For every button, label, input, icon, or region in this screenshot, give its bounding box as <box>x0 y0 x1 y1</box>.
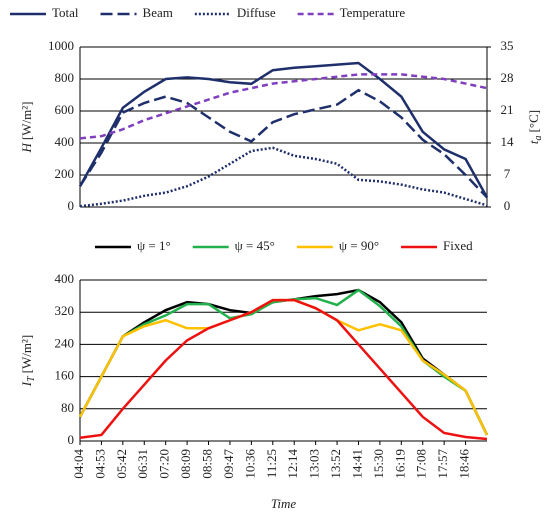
axis-unit: [°C] <box>526 110 541 133</box>
series-line <box>79 298 488 441</box>
legend-label: Fixed <box>443 238 473 253</box>
x-tick-label: 10:36 <box>242 449 257 479</box>
axis-subscript: T <box>26 375 37 382</box>
legend-label: Temperature <box>340 5 406 20</box>
axis-symbol: I <box>19 381 34 387</box>
legend-label: Total <box>52 5 79 20</box>
y-tick-label: 160 <box>55 368 75 383</box>
x-tick-label: 13:52 <box>328 449 343 479</box>
axis-symbol: H <box>19 142 34 153</box>
axis-symbol: t <box>526 140 541 144</box>
y-tick-label: 0 <box>68 198 75 213</box>
x-tick-label: 04:53 <box>92 449 107 479</box>
series-line <box>78 61 489 199</box>
y-tick-label: 1000 <box>48 38 74 53</box>
x-tick-label: 04:04 <box>71 449 86 479</box>
y2-tick-label: 21 <box>501 102 514 117</box>
x-tick-label: 17:57 <box>435 449 450 479</box>
x-tick-label: 07:20 <box>157 449 172 479</box>
series-line <box>79 73 488 140</box>
x-tick-label: 09:47 <box>221 449 236 479</box>
axis-label: H[W/m²] <box>19 102 34 154</box>
axis-subscript: a <box>533 135 544 140</box>
x-tick-label: 13:03 <box>307 449 322 479</box>
y-tick-label: 0 <box>68 432 75 447</box>
legend-label: ψ = 1° <box>137 238 171 253</box>
x-tick-label: 11:25 <box>264 449 279 478</box>
legend-label: ψ = 45° <box>235 238 275 253</box>
series-line <box>78 298 489 436</box>
x-axis-label: Time <box>271 496 297 511</box>
y2-tick-label: 14 <box>501 134 515 149</box>
legend-label: Beam <box>143 5 173 20</box>
axis-label: ta [°C] <box>526 110 544 144</box>
series-line <box>78 88 488 199</box>
y-tick-label: 400 <box>55 134 75 149</box>
y-tick-label: 80 <box>61 400 74 415</box>
series-line <box>79 146 488 208</box>
y-tick-label: 200 <box>55 166 75 181</box>
legend-label: Diffuse <box>237 5 276 20</box>
x-tick-label: 17:08 <box>414 449 429 479</box>
x-tick-label: 06:31 <box>135 449 150 479</box>
y-tick-label: 800 <box>55 70 75 85</box>
legend-label: ψ = 90° <box>339 238 379 253</box>
axis-unit: [W/m²] <box>19 102 34 141</box>
y-tick-label: 320 <box>55 303 75 318</box>
x-tick-label: 08:09 <box>178 449 193 479</box>
y-tick-label: 240 <box>55 335 75 350</box>
y2-tick-label: 35 <box>501 38 514 53</box>
x-tick-label: 12:14 <box>285 449 300 479</box>
y-tick-label: 400 <box>55 271 75 286</box>
y-tick-label: 600 <box>55 102 75 117</box>
x-tick-label: 14:41 <box>349 449 364 479</box>
x-tick-label: 18:46 <box>457 449 472 479</box>
axis-label: IT[W/m²] <box>19 335 37 387</box>
y2-tick-label: 0 <box>504 198 511 213</box>
x-tick-label: 05:42 <box>114 449 129 479</box>
x-tick-label: 15:30 <box>371 449 386 479</box>
x-tick-label: 16:19 <box>392 449 407 479</box>
y2-tick-label: 28 <box>501 70 514 85</box>
x-tick-label: 08:58 <box>200 449 215 479</box>
y2-tick-label: 7 <box>504 166 511 181</box>
axis-unit: [W/m²] <box>19 335 34 374</box>
